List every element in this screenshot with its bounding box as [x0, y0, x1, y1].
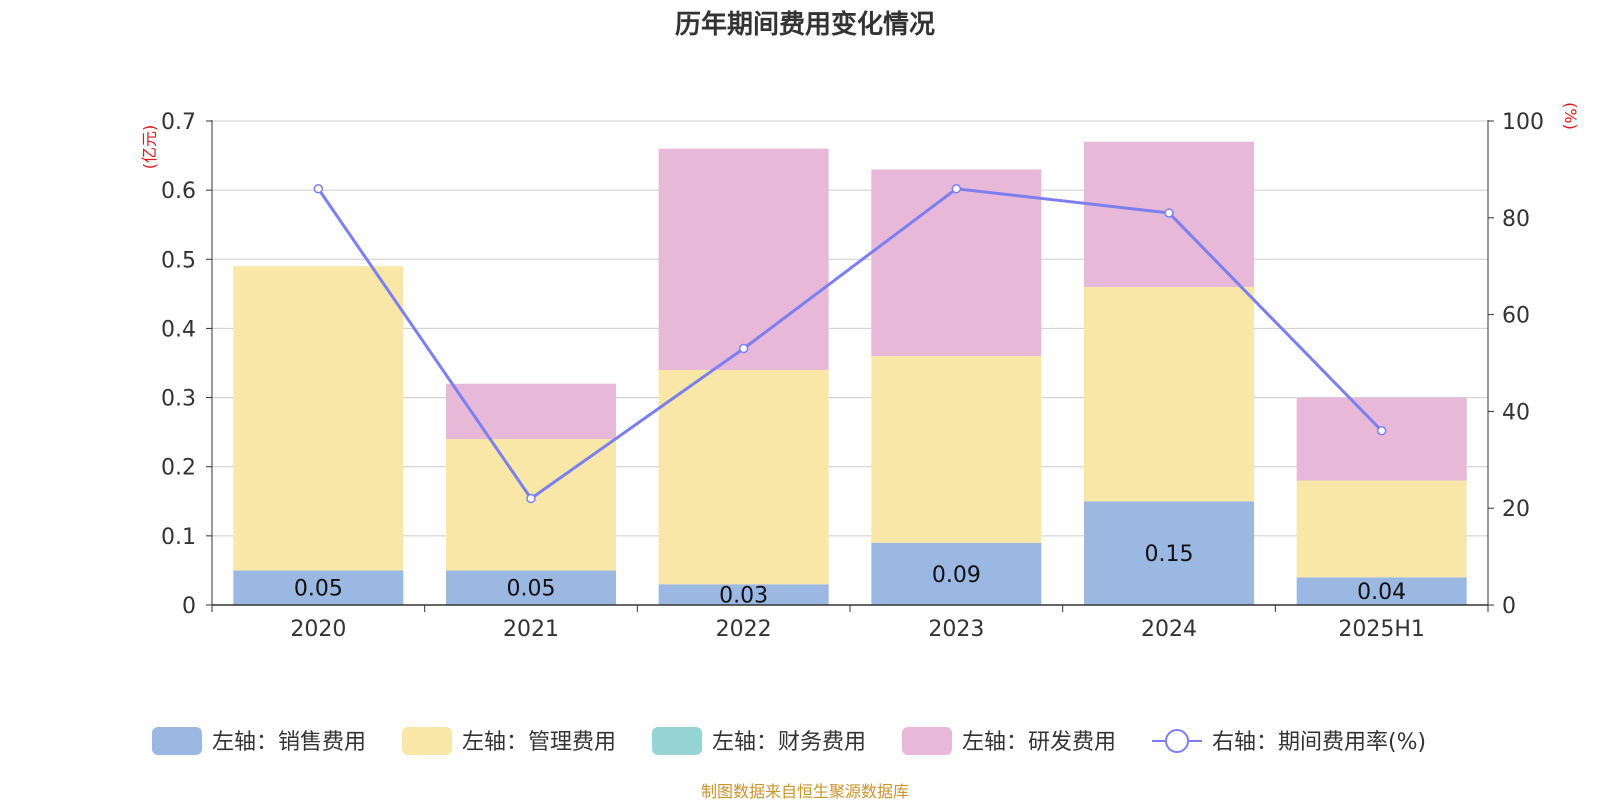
left-axis-unit: (亿元) [140, 125, 159, 170]
rate-point [313, 184, 324, 194]
x-axis-tick-label: 2021 [503, 617, 559, 642]
bar-segment [233, 266, 404, 571]
legend-label: 左轴：财务费用 [712, 730, 866, 755]
legend-swatch [402, 727, 452, 755]
bar-value-label: 0.09 [932, 563, 981, 588]
left-axis-tick-label: 0.2 [161, 456, 196, 481]
gridlines [212, 120, 1488, 537]
right-axis-tick-label: 60 [1502, 304, 1530, 329]
bar-value-label: 0.03 [719, 584, 768, 609]
bar-segment [1296, 480, 1467, 578]
x-axis-tick-label: 2024 [1141, 617, 1197, 642]
legend-label: 右轴：期间费用率(%) [1212, 730, 1426, 755]
data-source-note: 制图数据来自恒生聚源数据库 [701, 782, 909, 800]
bar-segment [658, 148, 829, 370]
bar-segment [446, 570, 616, 605]
rate-point [526, 493, 536, 504]
bar-value-label: 0.05 [294, 577, 343, 602]
left-axis-tick-label: 0.5 [161, 248, 196, 273]
right-axis-tick-label: 20 [1502, 497, 1530, 522]
legend-swatch [152, 727, 202, 755]
bar-segment [658, 584, 829, 605]
bar-segment [871, 356, 1042, 543]
x-axis-tick-label: 2025H1 [1338, 617, 1425, 642]
data-labels: 0.05 0.05 0.03 0.09 0.15 0.04 [294, 542, 1406, 608]
legend: 左轴：销售费用 左轴：管理费用 左轴：财务费用 左轴：研发费用 右轴：期间费用率(%) [152, 727, 1426, 755]
bar-segment [233, 570, 404, 605]
rate-point [1164, 208, 1174, 218]
bar-segment [871, 542, 1042, 605]
bar-segment [446, 383, 616, 440]
bar-segment [446, 439, 616, 571]
legend-item: 右轴：期间费用率(%) [1152, 729, 1426, 755]
bar-value-label: 0.05 [507, 577, 556, 602]
right-axis-tick-label: 80 [1502, 207, 1530, 232]
bar-segment [658, 369, 829, 585]
x-axis-tick-label: 2020 [290, 617, 346, 642]
axes: 0 0.1 0.2 0.3 0.4 0.5 0.6 0.7 0 20 40 60 80 100 2020 20… [161, 110, 1544, 642]
legend-marker [1165, 729, 1189, 753]
legend-item: 左轴：财务费用 [652, 727, 866, 755]
left-axis-tick-label: 0 [182, 594, 196, 619]
legend-label: 左轴：管理费用 [462, 730, 616, 755]
left-axis-tick-label: 0.7 [161, 110, 196, 135]
chart-title: 历年期间费用变化情况 [675, 9, 935, 40]
rate-point [951, 184, 962, 194]
left-axis-tick-label: 0.3 [161, 387, 196, 412]
bar-segment [1296, 577, 1467, 605]
left-axis-tick-label: 0.1 [161, 525, 196, 550]
left-axis-tick-label: 0.4 [161, 317, 196, 342]
x-axis-tick-label: 2022 [716, 617, 772, 642]
rate-point [738, 343, 749, 354]
bar-segment [1296, 397, 1467, 481]
legend-swatch [902, 727, 952, 755]
legend-label: 左轴：研发费用 [962, 730, 1116, 755]
rate-line [317, 187, 1383, 501]
bar-segment [1084, 501, 1254, 605]
bar-value-label: 0.04 [1357, 580, 1406, 605]
rate-point [1376, 426, 1387, 436]
legend-item: 左轴：研发费用 [902, 727, 1116, 755]
bar-segment [871, 169, 1042, 357]
rate-line-series [313, 184, 1387, 504]
legend-swatch [652, 727, 702, 755]
left-axis-tick-label: 0.6 [161, 179, 196, 204]
bar-series [233, 141, 1467, 605]
legend-item: 左轴：管理费用 [402, 727, 616, 755]
bar-value-label: 0.15 [1145, 542, 1194, 567]
legend-item: 左轴：销售费用 [152, 727, 366, 755]
right-axis-tick-label: 0 [1502, 594, 1516, 619]
bar-segment [1084, 286, 1254, 502]
right-axis-tick-label: 100 [1502, 110, 1544, 135]
right-axis-unit: (%) [1561, 102, 1580, 130]
right-axis-tick-label: 40 [1502, 400, 1530, 425]
legend-label: 左轴：销售费用 [212, 730, 366, 755]
x-axis-tick-label: 2023 [928, 617, 984, 642]
